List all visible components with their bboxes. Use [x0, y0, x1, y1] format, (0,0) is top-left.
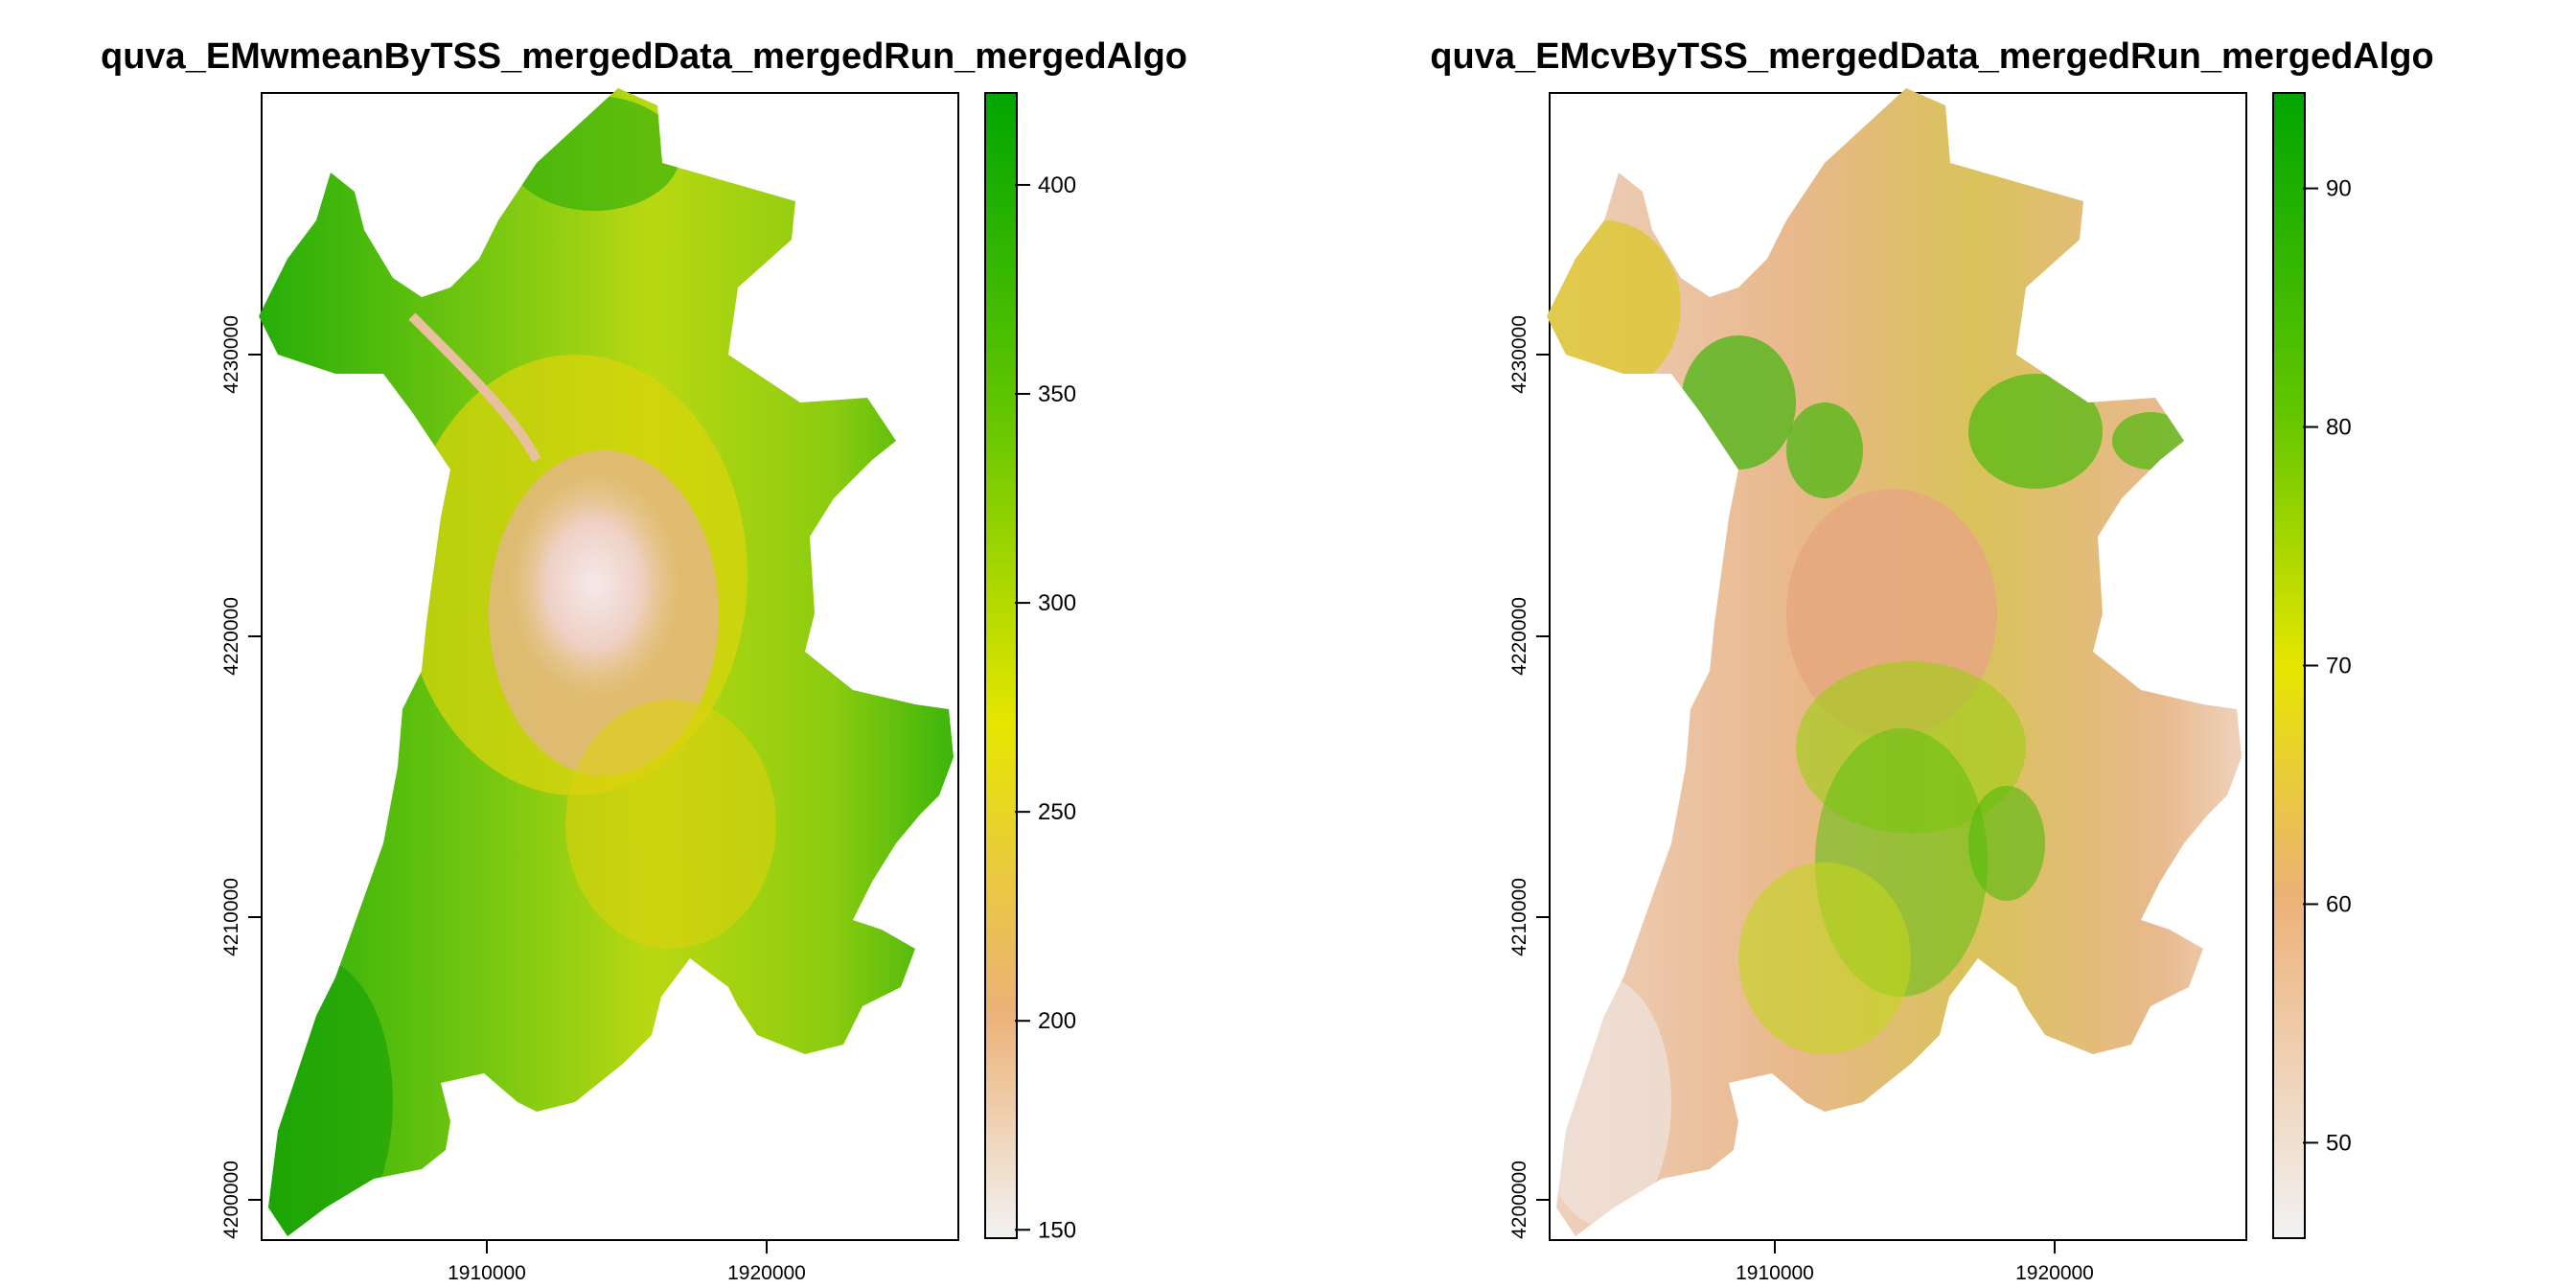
- map-title: quva_EMwmeanByTSS_mergedData_mergedRun_m…: [101, 36, 1187, 77]
- color-legend-bar: [2272, 92, 2306, 1239]
- legend-tick-label: 300: [1038, 590, 1076, 616]
- y-tick-label: 4200000: [1508, 1161, 1530, 1239]
- legend-ticks: 50 60 70 80 90: [2303, 176, 2352, 1156]
- y-tick-label: 4210000: [1508, 878, 1530, 956]
- x-axis: [1774, 1240, 2056, 1254]
- x-tick-label: 1920000: [2015, 1262, 2094, 1284]
- map-figure: 1910000 1920000 4200000 4210000 4220000 …: [220, 88, 1076, 1284]
- legend-tick-label: 150: [1038, 1217, 1076, 1243]
- x-tick-label: 1910000: [1736, 1262, 1814, 1284]
- legend-tick-label: 200: [1038, 1008, 1076, 1034]
- y-axis: [248, 354, 262, 1201]
- map-title: quva_EMcvByTSS_mergedData_mergedRun_merg…: [1430, 36, 2434, 77]
- y-tick-label: 4210000: [220, 878, 242, 956]
- legend-tick-label: 70: [2326, 654, 2352, 679]
- map-figure: 1910000 1920000 4200000 4210000 4220000 …: [1508, 88, 2352, 1284]
- legend-tick-label: 60: [2326, 891, 2352, 917]
- map-panel-wmean: quva_EMwmeanByTSS_mergedData_mergedRun_m…: [101, 36, 1187, 1284]
- y-tick-label: 4200000: [220, 1161, 242, 1239]
- map-panel-cv: quva_EMcvByTSS_mergedData_mergedRun_merg…: [1288, 0, 2576, 1288]
- x-tick-label: 1920000: [727, 1262, 806, 1284]
- legend-tick-label: 80: [2326, 415, 2352, 441]
- y-tick-label: 4220000: [1508, 597, 1530, 676]
- legend-tick-label: 250: [1038, 799, 1076, 825]
- legend-ticks: 150 200 250 300 350 400: [1015, 172, 1076, 1243]
- legend-tick-label: 90: [2326, 176, 2352, 202]
- legend-tick-label: 50: [2326, 1130, 2352, 1156]
- legend-tick-label: 350: [1038, 381, 1076, 407]
- legend-tick-label: 400: [1038, 172, 1076, 198]
- y-axis: [1536, 354, 1550, 1201]
- y-tick-label: 4230000: [1508, 315, 1530, 394]
- x-axis: [486, 1240, 768, 1254]
- y-tick-label: 4220000: [220, 597, 242, 676]
- color-legend-bar: [984, 92, 1018, 1239]
- y-tick-label: 4230000: [220, 315, 242, 394]
- x-tick-label: 1910000: [448, 1262, 526, 1284]
